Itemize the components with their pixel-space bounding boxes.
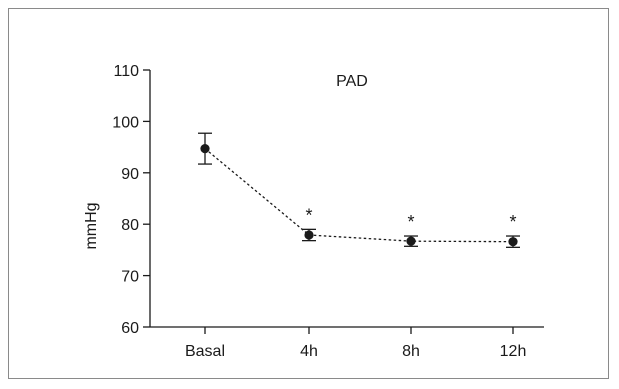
- x-tick-label: 12h: [500, 343, 527, 360]
- y-axis-title: mmHg: [83, 202, 100, 249]
- significance-marker: *: [509, 212, 516, 232]
- x-tick-label: 8h: [402, 343, 420, 360]
- series-line: [204, 148, 514, 243]
- chart-frame: [8, 8, 609, 379]
- data-point: [508, 237, 518, 247]
- data-point: [200, 144, 210, 154]
- data-point: [406, 236, 416, 246]
- chart-title: PAD: [336, 73, 368, 90]
- y-tick-label: 70: [121, 269, 139, 286]
- x-tick-label: 4h: [300, 343, 318, 360]
- y-tick-label: 90: [121, 166, 139, 183]
- y-tick-label: 110: [113, 63, 139, 80]
- y-tick-label: 100: [112, 114, 139, 131]
- chart-axes: 60 70 80 90 100 110 Basal 4h 8h 12h: [112, 63, 544, 360]
- data-point: [304, 230, 314, 240]
- y-tick-label: 80: [121, 217, 139, 234]
- significance-marker: *: [407, 212, 414, 232]
- significance-marker: *: [305, 205, 312, 225]
- x-tick-label: Basal: [185, 343, 225, 360]
- chart-series: * * *: [198, 132, 520, 248]
- y-tick-label: 60: [121, 320, 139, 337]
